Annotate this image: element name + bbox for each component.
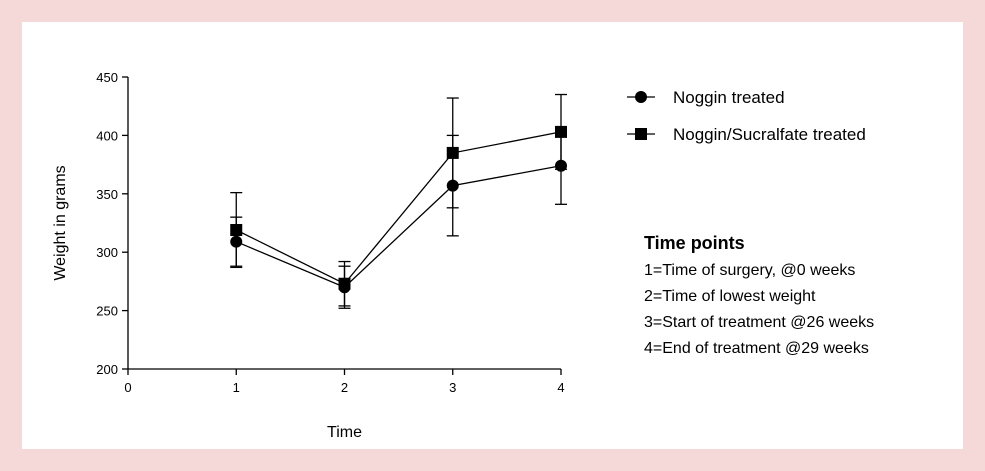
x-tick-label: 2 [341,380,348,395]
x-tick-label: 4 [557,380,564,395]
legend-label-noggin-sucralfate: Noggin/Sucralfate treated [673,125,866,144]
y-tick-label: 350 [96,187,118,202]
time-point-line: 2=Time of lowest weight [644,288,816,305]
data-point-square [338,277,351,290]
series-line [235,165,562,289]
series-line [235,131,562,285]
y-tick-label: 400 [96,128,118,143]
x-tick-label: 0 [124,380,131,395]
legend: Noggin treated Noggin/Sucralfate treated [627,88,866,144]
time-point-line: 3=Start of treatment @26 weeks [644,314,874,331]
axis-ticks: 200 250 300 350 400 450 0 1 2 3 4 [96,70,564,395]
legend-label-noggin: Noggin treated [673,88,785,107]
legend-square-marker [635,128,647,140]
data-point-square [555,125,567,138]
data-point-square [446,146,459,159]
y-tick-label: 450 [96,70,118,85]
data-point-square [230,224,243,237]
chart-axes [127,77,561,370]
x-tick-label: 1 [233,380,240,395]
time-point-line: 4=End of treatment @29 weeks [644,340,869,357]
y-tick-label: 300 [96,245,118,260]
series-layer [230,93,567,309]
y-tick-label: 200 [96,362,118,377]
time-points-title: Time points [644,233,745,253]
x-axis-title: Time [327,424,362,441]
legend-circle-marker [635,91,647,103]
x-tick-label: 3 [449,380,456,395]
y-axis-title: Weight in grams [52,165,69,280]
time-point-line: 1=Time of surgery, @0 weeks [644,262,855,279]
series-noggin-sucralfate [230,93,567,307]
legend-item-noggin-sucralfate: Noggin/Sucralfate treated [627,125,866,144]
legend-item-noggin: Noggin treated [627,88,785,107]
chart-panel [22,22,963,449]
time-points-note: Time points 1=Time of surgery, @0 weeks … [644,233,874,357]
y-tick-label: 250 [96,304,118,319]
